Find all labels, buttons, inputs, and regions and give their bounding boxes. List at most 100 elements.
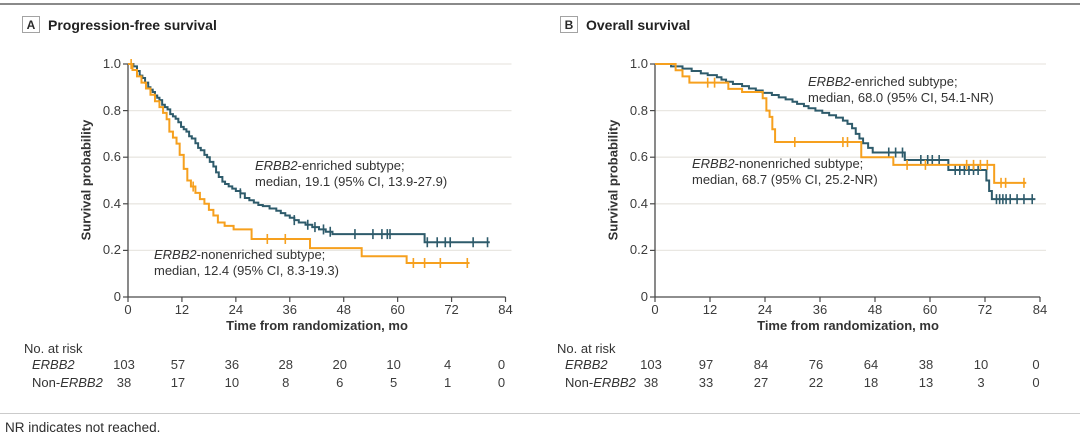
risk-value: 28 (278, 357, 294, 372)
y-tick-label: 1.0 (102, 56, 121, 71)
risk-value: 103 (640, 357, 662, 372)
panel-a-x-axis-label: Time from randomization, mo (226, 318, 408, 333)
risk-value: 57 (170, 357, 186, 372)
panel-a-title: A Progression-free survival (22, 15, 217, 34)
risk-value: 4 (443, 357, 452, 372)
panel-b-letter-badge: B (560, 16, 578, 33)
risk-value: 6 (336, 375, 344, 390)
x-tick-label: 72 (444, 302, 459, 317)
risk-value: 84 (753, 357, 769, 372)
risk-value: 38 (643, 375, 659, 390)
x-tick-label: 60 (390, 302, 405, 317)
risk-value: 33 (698, 375, 714, 390)
risk-value: 5 (390, 375, 398, 390)
risk-value: 20 (332, 357, 347, 372)
risk-value: 18 (863, 375, 879, 390)
panel-b-risk-row-label-erbb2: ERBB2 (565, 357, 608, 372)
annotation-text: -nonenriched subtype; (734, 156, 864, 171)
x-tick-label: 84 (1032, 302, 1048, 317)
x-tick-label: 84 (498, 302, 513, 317)
panel-a-annotation-enriched: ERBB2-enriched subtype; median, 19.1 (95… (255, 158, 447, 190)
panel-b-annotation-nonenriched: ERBB2-nonenriched subtype; median, 68.7 … (692, 156, 878, 188)
risk-value: 0 (1032, 375, 1040, 390)
panel-a: A Progression-free survival Survival pro… (22, 15, 513, 390)
risk-value: 8 (282, 375, 290, 390)
risk-value: 10 (973, 357, 989, 372)
risk-value: 36 (224, 357, 240, 372)
annotation-text: -nonenriched subtype; (196, 247, 326, 262)
risk-value: 0 (497, 357, 506, 372)
panel-b-risk-header: No. at risk (557, 341, 616, 356)
risk-value: 97 (698, 357, 714, 372)
panel-a-annotation-nonenriched: ERBB2-nonenriched subtype; median, 12.4 … (154, 247, 339, 279)
gene-name: ERBB2 (692, 156, 735, 171)
panel-a-risk-row-label-non-erbb2: Non-ERBB2 (32, 375, 103, 390)
x-tick-label: 24 (228, 302, 244, 317)
risk-value: 3 (977, 375, 985, 390)
risk-value: 38 (918, 357, 934, 372)
x-tick-label: 72 (977, 302, 993, 317)
risk-value: 76 (808, 357, 824, 372)
panel-a-risk-header: No. at risk (24, 341, 83, 356)
panel-b-title: B Overall survival (560, 15, 690, 34)
annotation-median: median, 12.4 (95% CI, 8.3-19.3) (154, 263, 339, 278)
gene-name: ERBB2 (154, 247, 197, 262)
annotation-text: -enriched subtype; (297, 158, 405, 173)
x-tick-label: 24 (757, 302, 773, 317)
x-tick-label: 0 (651, 302, 659, 317)
top-rule (0, 3, 1080, 5)
annotation-text: -enriched subtype; (850, 74, 958, 89)
x-tick-label: 36 (282, 302, 298, 317)
y-tick-label: 0.4 (102, 195, 121, 211)
y-tick-label: 0.2 (629, 242, 648, 258)
x-tick-label: 36 (812, 302, 828, 317)
annotation-median: median, 19.1 (95% CI, 13.9-27.9) (255, 174, 448, 189)
x-tick-label: 60 (922, 302, 938, 317)
panel-b-y-axis-label: Survival probability (605, 119, 621, 241)
figure-footnote: NR indicates not reached. (5, 420, 161, 435)
panel-a-y-axis-label: Survival probability (78, 119, 94, 241)
risk-value: 103 (113, 357, 135, 372)
y-tick-label: 0.2 (102, 242, 121, 258)
y-tick-label: 0.8 (102, 102, 121, 118)
x-tick-label: 12 (702, 302, 718, 317)
panel-b-risk-row-label-non-erbb2: Non-ERBB2 (565, 375, 636, 390)
x-tick-label: 12 (174, 302, 190, 317)
x-tick-label: 0 (124, 302, 132, 317)
y-tick-label: 0 (113, 289, 121, 304)
km-plot-progression-free (123, 59, 512, 302)
gene-name: ERBB2 (808, 74, 851, 89)
risk-value: 27 (753, 375, 769, 390)
risk-value: 13 (918, 375, 934, 390)
risk-value: 10 (386, 357, 401, 372)
panel-a-risk-row-label-erbb2: ERBB2 (32, 357, 75, 372)
y-tick-label: 0.6 (629, 149, 648, 165)
risk-value: 0 (497, 375, 506, 390)
x-tick-label: 48 (336, 302, 351, 317)
panel-a-letter-badge: A (22, 16, 40, 33)
risk-value: 17 (170, 375, 186, 390)
x-tick-label: 48 (867, 302, 883, 317)
annotation-median: median, 68.7 (95% CI, 25.2-NR) (692, 172, 878, 187)
risk-value: 38 (116, 375, 132, 390)
gene-name: ERBB2 (255, 158, 298, 173)
y-tick-label: 0.4 (629, 195, 648, 211)
risk-value: 0 (1032, 357, 1040, 372)
y-tick-label: 0.6 (102, 149, 121, 165)
footer-divider (0, 413, 1080, 414)
panel-b-title-text: Overall survival (586, 16, 691, 33)
risk-value: 64 (863, 357, 879, 372)
y-tick-label: 0 (640, 289, 648, 304)
panel-b: B Overall survival Survival probability … (540, 0, 1080, 444)
y-tick-label: 1.0 (629, 56, 648, 71)
panel-b-annotation-enriched: ERBB2-enriched subtype; median, 68.0 (95… (808, 74, 994, 106)
y-tick-label: 0.8 (629, 102, 648, 118)
km-plot-overall-survival (650, 63, 1046, 302)
panel-b-x-axis-label: Time from randomization, mo (757, 318, 939, 333)
risk-value: 22 (808, 375, 824, 390)
risk-value: 10 (224, 375, 240, 390)
risk-value: 1 (443, 375, 452, 390)
annotation-median: median, 68.0 (95% CI, 54.1-NR) (808, 90, 994, 105)
panel-a-title-text: Progression-free survival (48, 16, 217, 33)
